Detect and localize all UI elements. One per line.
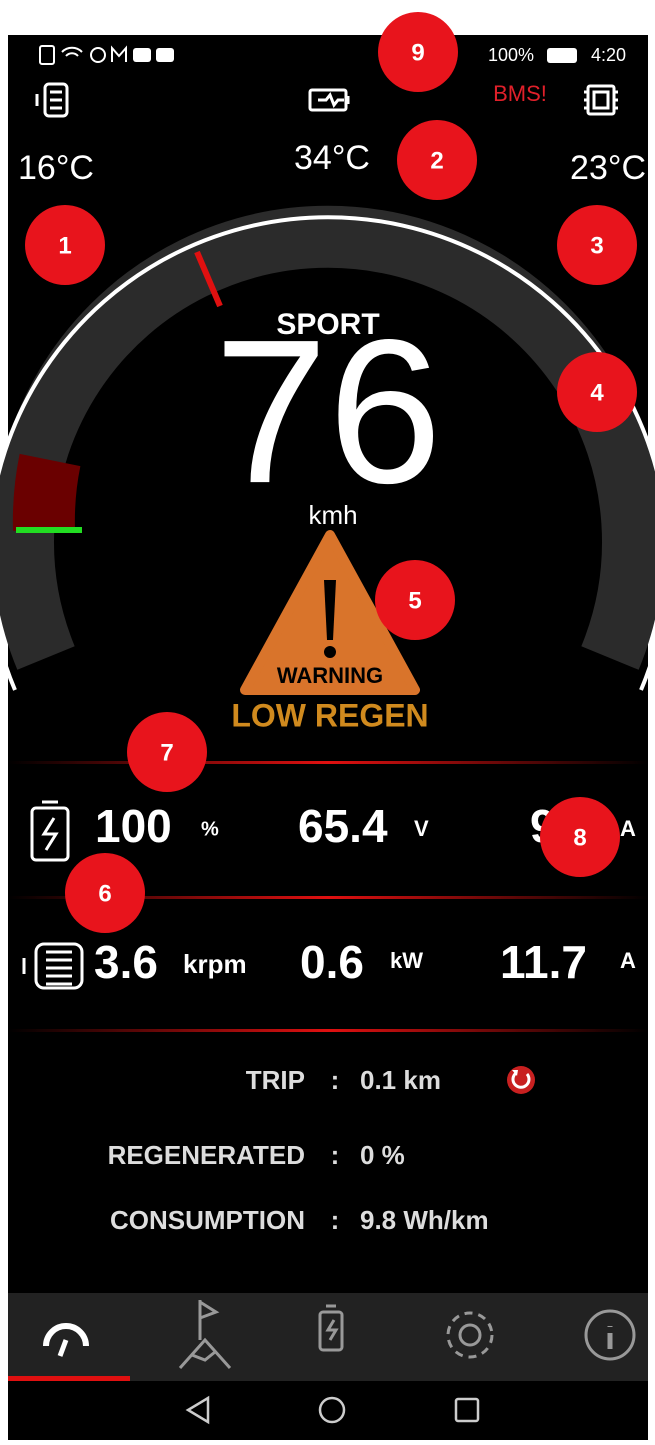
speed-unit: kmh [308, 500, 357, 530]
marker-label: 8 [573, 824, 586, 851]
marker-circle [375, 560, 455, 640]
trip-reset-button[interactable] [507, 1066, 535, 1094]
speed: 76 [214, 297, 442, 526]
warning-dot [324, 646, 336, 658]
motor-current-unit: A [620, 948, 636, 973]
controller-icon [584, 84, 618, 116]
battery-temp-icon [308, 88, 350, 112]
motor-icon [35, 82, 69, 118]
marker-label: 3 [590, 232, 603, 259]
status-battery: 100% [488, 45, 534, 65]
marker-circle [378, 12, 458, 92]
marker-circle [557, 352, 637, 432]
stat-label: CONSUMPTION [110, 1205, 305, 1235]
gauge-speed-mark [194, 250, 223, 308]
separator [8, 1029, 648, 1032]
motor-rpm: 3.6 [94, 936, 158, 988]
warning-message: LOW REGEN [231, 697, 428, 733]
warning-title: WARNING [277, 663, 383, 688]
bms-alert: BMS! [493, 81, 547, 106]
marker-label: 6 [98, 880, 111, 907]
marker-circle [127, 712, 207, 792]
tab-indicator [8, 1376, 130, 1381]
separator [8, 761, 648, 764]
nav-recents[interactable] [454, 1397, 480, 1423]
motor-current: 11.7 [500, 936, 587, 988]
drive-mode: SPORT [276, 308, 379, 341]
tab-bar [8, 1293, 648, 1381]
stat-value: 0 % [360, 1140, 405, 1170]
battery-temp: 34°C [294, 139, 370, 177]
nav-home[interactable] [318, 1396, 346, 1424]
stat-label: REGENERATED [108, 1140, 305, 1170]
marker-label: 9 [411, 39, 424, 66]
motor-row-icon [22, 942, 84, 990]
separator [8, 896, 648, 899]
tab-battery[interactable] [318, 1304, 344, 1352]
gauge-red-zone [12, 453, 81, 531]
tab-dashboard[interactable] [43, 1323, 89, 1357]
stat-separator: : [331, 1205, 340, 1235]
stat-value: 0.1 km [360, 1065, 441, 1095]
battery-percent: 100 [95, 800, 172, 852]
stat-separator: : [331, 1065, 340, 1095]
motor-temp: 16°C [18, 149, 94, 187]
tab-route[interactable] [178, 1300, 232, 1369]
marker-label: 7 [160, 739, 173, 766]
tab-info[interactable] [584, 1309, 636, 1361]
marker-label: 2 [430, 147, 443, 174]
gauge-outline [0, 215, 655, 691]
marker-circle [65, 853, 145, 933]
controller-temp: 23°C [570, 149, 646, 187]
motor-power: 0.6 [300, 936, 364, 988]
stat-label: TRIP [246, 1065, 305, 1095]
marker-label: 5 [408, 587, 421, 614]
marker-label: 1 [58, 232, 71, 259]
stat-separator: : [331, 1140, 340, 1170]
battery-row-icon [30, 800, 70, 862]
marker-circle [540, 797, 620, 877]
battery-icon [547, 48, 577, 63]
status-time: 4:20 [591, 45, 626, 65]
background [8, 35, 648, 1440]
marker-label: 4 [590, 379, 604, 406]
stat-value: 9.8 Wh/km [360, 1205, 489, 1235]
nav-back[interactable] [185, 1395, 210, 1425]
warning-exclamation [324, 580, 336, 640]
motor-rpm-unit: krpm [183, 949, 247, 979]
marker-circle [25, 205, 105, 285]
battery-current-unit: A [620, 816, 636, 841]
markers: 1 2 3 4 5 6 7 8 9 [25, 12, 637, 933]
battery-percent-unit: % [201, 818, 219, 840]
marker-circle [557, 205, 637, 285]
status-icons [39, 45, 174, 65]
marker-circle [397, 120, 477, 200]
motor-power-unit: kW [390, 948, 423, 973]
battery-voltage: 65.4 [298, 800, 388, 852]
battery-voltage-unit: V [414, 816, 429, 841]
tab-settings[interactable] [446, 1311, 494, 1359]
